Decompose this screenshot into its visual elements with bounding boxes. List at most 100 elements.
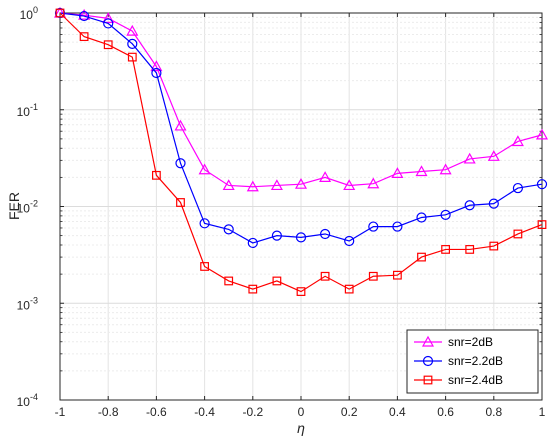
y-tick-base: 10 — [17, 105, 31, 119]
data-point — [441, 245, 450, 254]
data-point — [223, 224, 234, 235]
x-tick-label: 1 — [539, 405, 546, 419]
y-tick-base: 10 — [17, 298, 31, 312]
data-point — [78, 10, 90, 22]
x-tick-label: -0.2 — [242, 405, 263, 419]
y-tick-label: 10-3 — [17, 295, 38, 312]
data-point — [416, 212, 427, 223]
data-point — [513, 229, 523, 239]
axis-ticks — [59, 12, 543, 401]
data-point — [102, 12, 115, 23]
series-0 — [53, 6, 549, 192]
y-tick-label: 100 — [20, 5, 38, 22]
data-point — [272, 276, 282, 286]
data-point — [222, 179, 235, 191]
y-axis-label: FER — [6, 192, 22, 220]
data-point — [54, 7, 66, 19]
series-line — [59, 12, 543, 293]
data-point — [248, 284, 258, 294]
x-tick-label: 0.6 — [437, 405, 454, 419]
data-point — [247, 237, 258, 249]
legend-label: snr=2.4dB — [448, 373, 503, 387]
x-tick-label: -0.6 — [146, 405, 167, 419]
data-point — [320, 271, 330, 281]
data-point — [175, 158, 186, 169]
data-point — [465, 245, 475, 254]
x-tick-label: -0.8 — [98, 405, 119, 419]
data-point — [439, 163, 452, 175]
data-point — [487, 150, 500, 161]
data-point — [368, 221, 379, 232]
series-2 — [55, 8, 547, 296]
data-point — [343, 179, 356, 191]
data-point — [440, 209, 451, 220]
data-point — [103, 40, 113, 50]
x-tick-labels: -1 -0.8 -0.6 -0.4 -0.2 0 0.2 0.4 0.6 0.8 1 — [55, 405, 546, 419]
data-point — [152, 170, 161, 180]
data-point — [344, 284, 354, 294]
series-line — [59, 12, 543, 188]
data-point — [127, 38, 138, 49]
y-tick-exponent: -3 — [30, 295, 38, 305]
y-tick-exponent: -4 — [30, 392, 38, 402]
data-point — [150, 60, 163, 72]
data-point — [320, 228, 331, 240]
data-point — [391, 167, 404, 178]
y-tick-label: 10-2 — [17, 199, 38, 216]
data-point — [296, 287, 306, 296]
data-point — [224, 276, 234, 286]
data-point — [319, 171, 332, 182]
x-tick-label: -1 — [55, 405, 66, 419]
y-tick-exponent: 0 — [33, 5, 38, 15]
data-point — [535, 128, 549, 140]
x-tick-label: 0.4 — [389, 405, 406, 419]
y-tick-exponent: -2 — [30, 199, 38, 209]
legend-marker — [422, 355, 434, 367]
data-point — [174, 119, 187, 131]
data-point — [294, 177, 308, 189]
data-point — [536, 179, 548, 190]
legend-entry: snr=2.2dB — [414, 354, 503, 368]
data-point — [79, 32, 89, 42]
data-point — [127, 52, 137, 62]
data-point — [463, 152, 476, 164]
legend-box — [406, 329, 539, 394]
y-tick-label: 10-1 — [17, 102, 38, 119]
data-point — [103, 18, 114, 29]
data-point — [417, 252, 426, 262]
data-point — [151, 67, 162, 79]
y-tick-exponent: -1 — [30, 102, 38, 112]
data-point — [511, 135, 524, 147]
y-tick-label: 10-4 — [17, 392, 38, 409]
data-point — [393, 270, 402, 280]
data-point — [537, 220, 547, 230]
legend-label: snr=2.2dB — [448, 354, 503, 368]
legend-marker — [423, 375, 433, 385]
legend-entry: snr=2.4dB — [414, 373, 503, 387]
x-tick-label: 0 — [298, 405, 305, 419]
data-point — [270, 179, 283, 191]
y-tick-base: 10 — [20, 8, 34, 22]
data-point — [295, 232, 307, 243]
data-point — [200, 262, 210, 271]
data-point — [368, 271, 378, 281]
x-tick-label: 0.2 — [341, 405, 358, 419]
data-point — [198, 163, 211, 175]
data-point — [488, 198, 499, 209]
data-point — [344, 235, 355, 247]
legend-marker — [421, 335, 435, 347]
data-point — [199, 218, 210, 229]
x-axis-label: η — [297, 420, 305, 436]
data-point — [271, 230, 282, 241]
data-point — [415, 165, 428, 177]
data-point — [464, 200, 475, 211]
x-tick-label: 0.8 — [485, 405, 502, 419]
data-point — [176, 198, 185, 207]
data-point — [392, 221, 403, 232]
data-point — [55, 8, 65, 18]
y-tick-base: 10 — [17, 395, 31, 409]
data-point — [367, 177, 380, 189]
series-layer — [53, 6, 549, 296]
